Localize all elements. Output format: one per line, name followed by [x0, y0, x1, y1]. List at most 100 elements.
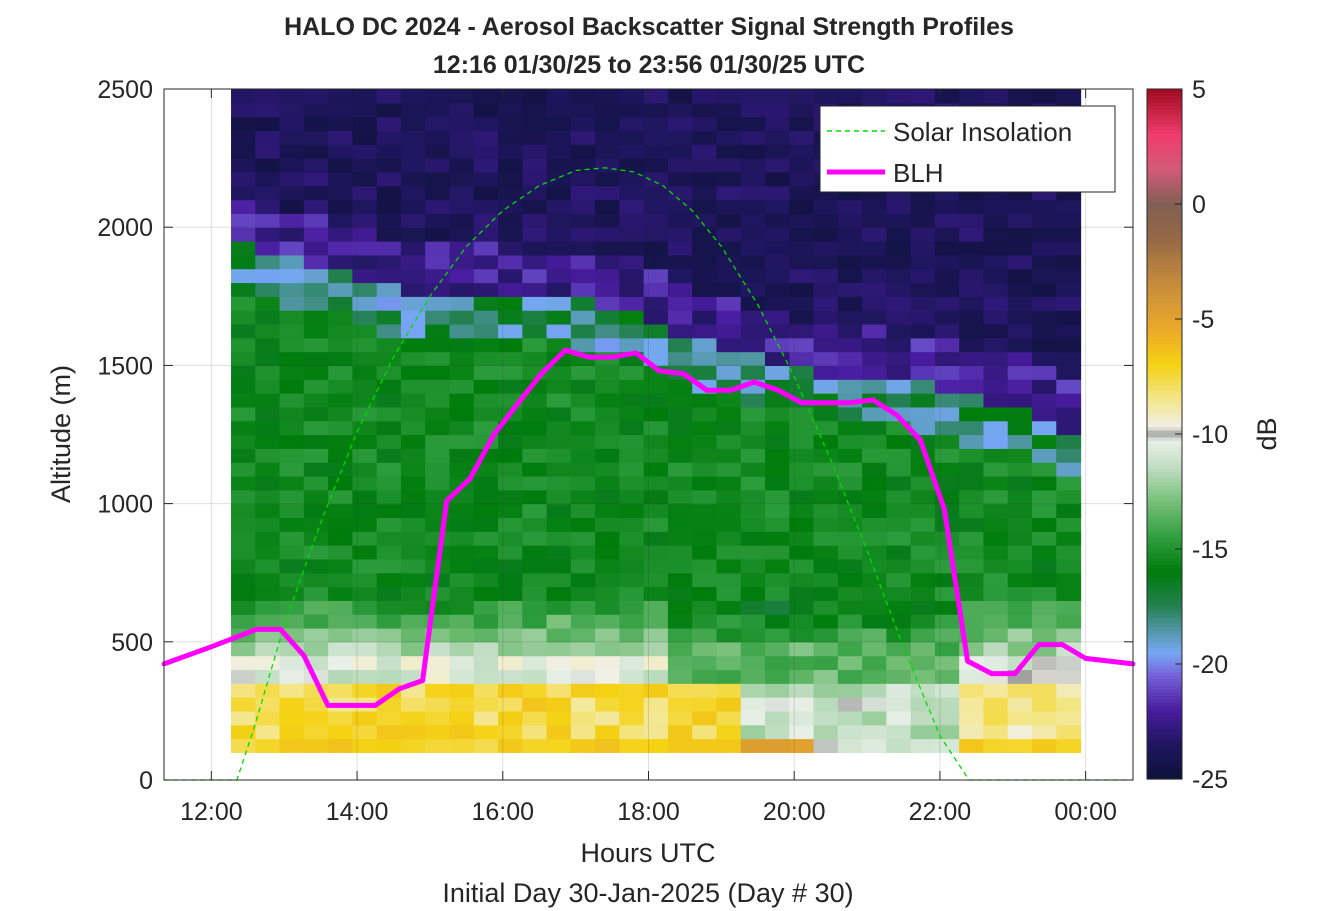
- heatmap-cell: [886, 241, 912, 256]
- heatmap-cell: [449, 393, 475, 408]
- heatmap-cell: [765, 144, 790, 159]
- heatmap-cell: [328, 282, 353, 297]
- heatmap-cell: [231, 185, 256, 201]
- heatmap-cell: [643, 268, 669, 284]
- heatmap-cell: [740, 697, 766, 712]
- heatmap-cell: [813, 738, 839, 753]
- heatmap-cell: [570, 199, 596, 214]
- heatmap-cell: [643, 600, 669, 615]
- heatmap-cell: [303, 199, 329, 214]
- heatmap-cell: [473, 572, 499, 588]
- heatmap-cell: [692, 489, 718, 505]
- heatmap-cell: [813, 241, 839, 256]
- heatmap-cell: [910, 89, 936, 104]
- heatmap-cell: [279, 710, 305, 726]
- heatmap-cell: [1032, 296, 1057, 311]
- heatmap-cell: [522, 282, 548, 297]
- heatmap-cell: [692, 503, 718, 519]
- heatmap-cell: [910, 531, 936, 546]
- heatmap-cell: [473, 351, 499, 366]
- heatmap-cell: [886, 586, 912, 601]
- heatmap-cell: [667, 116, 693, 132]
- heatmap-cell: [643, 158, 669, 173]
- heatmap-cell: [1032, 254, 1057, 270]
- heatmap-cell: [716, 558, 742, 574]
- heatmap-cell: [1032, 434, 1057, 449]
- heatmap-cell: [328, 185, 353, 201]
- colorbar-segment: [1147, 292, 1182, 297]
- colorbar-segment: [1147, 623, 1182, 628]
- heatmap-cell: [279, 102, 305, 118]
- heatmap-cell: [813, 531, 839, 546]
- heatmap-cell: [959, 669, 985, 684]
- heatmap-cell: [546, 614, 572, 629]
- colorbar-segment: [1147, 378, 1182, 383]
- heatmap-cell: [449, 310, 475, 325]
- heatmap-cell: [643, 310, 669, 325]
- heatmap-cell: [498, 171, 523, 187]
- colorbar-segment: [1147, 316, 1182, 321]
- heatmap-cell: [231, 227, 256, 242]
- heatmap-cell: [837, 531, 863, 546]
- heatmap-cell: [449, 434, 475, 449]
- heatmap-cell: [1056, 323, 1082, 339]
- heatmap-cell: [255, 254, 281, 270]
- colorbar-segment: [1147, 572, 1182, 577]
- blh-point: [633, 350, 639, 356]
- heatmap-cell: [1007, 406, 1033, 422]
- colorbar-segment: [1147, 741, 1182, 746]
- heatmap-cell: [692, 517, 718, 532]
- blh-point: [681, 371, 686, 377]
- heatmap-cell: [1032, 337, 1057, 353]
- heatmap-cell: [328, 379, 353, 394]
- heatmap-cell: [740, 254, 766, 270]
- heatmap-cell: [813, 572, 839, 588]
- heatmap-cell: [400, 738, 426, 753]
- heatmap-cell: [765, 420, 790, 436]
- heatmap-cell: [400, 323, 426, 339]
- heatmap-cell: [570, 434, 596, 449]
- heatmap-cell: [498, 558, 523, 574]
- heatmap-cell: [595, 393, 620, 408]
- heatmap-cell: [522, 558, 548, 574]
- heatmap-cell: [449, 724, 475, 740]
- heatmap-cell: [1007, 434, 1033, 449]
- heatmap-cell: [910, 517, 936, 532]
- heatmap-cell: [328, 558, 353, 574]
- heatmap-cell: [546, 406, 572, 422]
- heatmap-cell: [886, 213, 912, 228]
- heatmap-cell: [425, 89, 451, 104]
- heatmap-cell: [279, 296, 305, 311]
- heatmap-cell: [449, 171, 475, 187]
- colorbar-segment: [1147, 537, 1182, 542]
- heatmap-cell: [862, 337, 887, 353]
- heatmap-cell: [886, 545, 912, 560]
- colorbar-segment: [1147, 185, 1182, 190]
- heatmap-cell: [328, 655, 353, 671]
- heatmap-cell: [231, 393, 256, 408]
- heatmap-cell: [376, 710, 402, 726]
- heatmap-cell: [983, 282, 1009, 297]
- heatmap-cell: [886, 199, 912, 214]
- heatmap-cell: [765, 669, 790, 684]
- heatmap-cell: [862, 558, 887, 574]
- heatmap-cell: [643, 296, 669, 311]
- blh-point: [254, 627, 259, 632]
- heatmap-cell: [1007, 545, 1033, 560]
- heatmap-cell: [667, 697, 693, 712]
- heatmap-cell: [910, 296, 936, 311]
- heatmap-cell: [449, 213, 475, 228]
- heatmap-cell: [231, 158, 256, 173]
- heatmap-cell: [352, 406, 378, 422]
- heatmap-cell: [473, 489, 499, 505]
- heatmap-cell: [328, 627, 353, 643]
- heatmap-cell: [449, 614, 475, 629]
- heatmap-cell: [449, 627, 475, 643]
- heatmap-cell: [692, 420, 718, 436]
- heatmap-cell: [255, 710, 281, 726]
- heatmap-cell: [619, 669, 645, 684]
- heatmap-layer: [231, 89, 1082, 753]
- heatmap-cell: [740, 586, 766, 601]
- colorbar-segment: [1147, 561, 1182, 566]
- heatmap-cell: [473, 241, 499, 256]
